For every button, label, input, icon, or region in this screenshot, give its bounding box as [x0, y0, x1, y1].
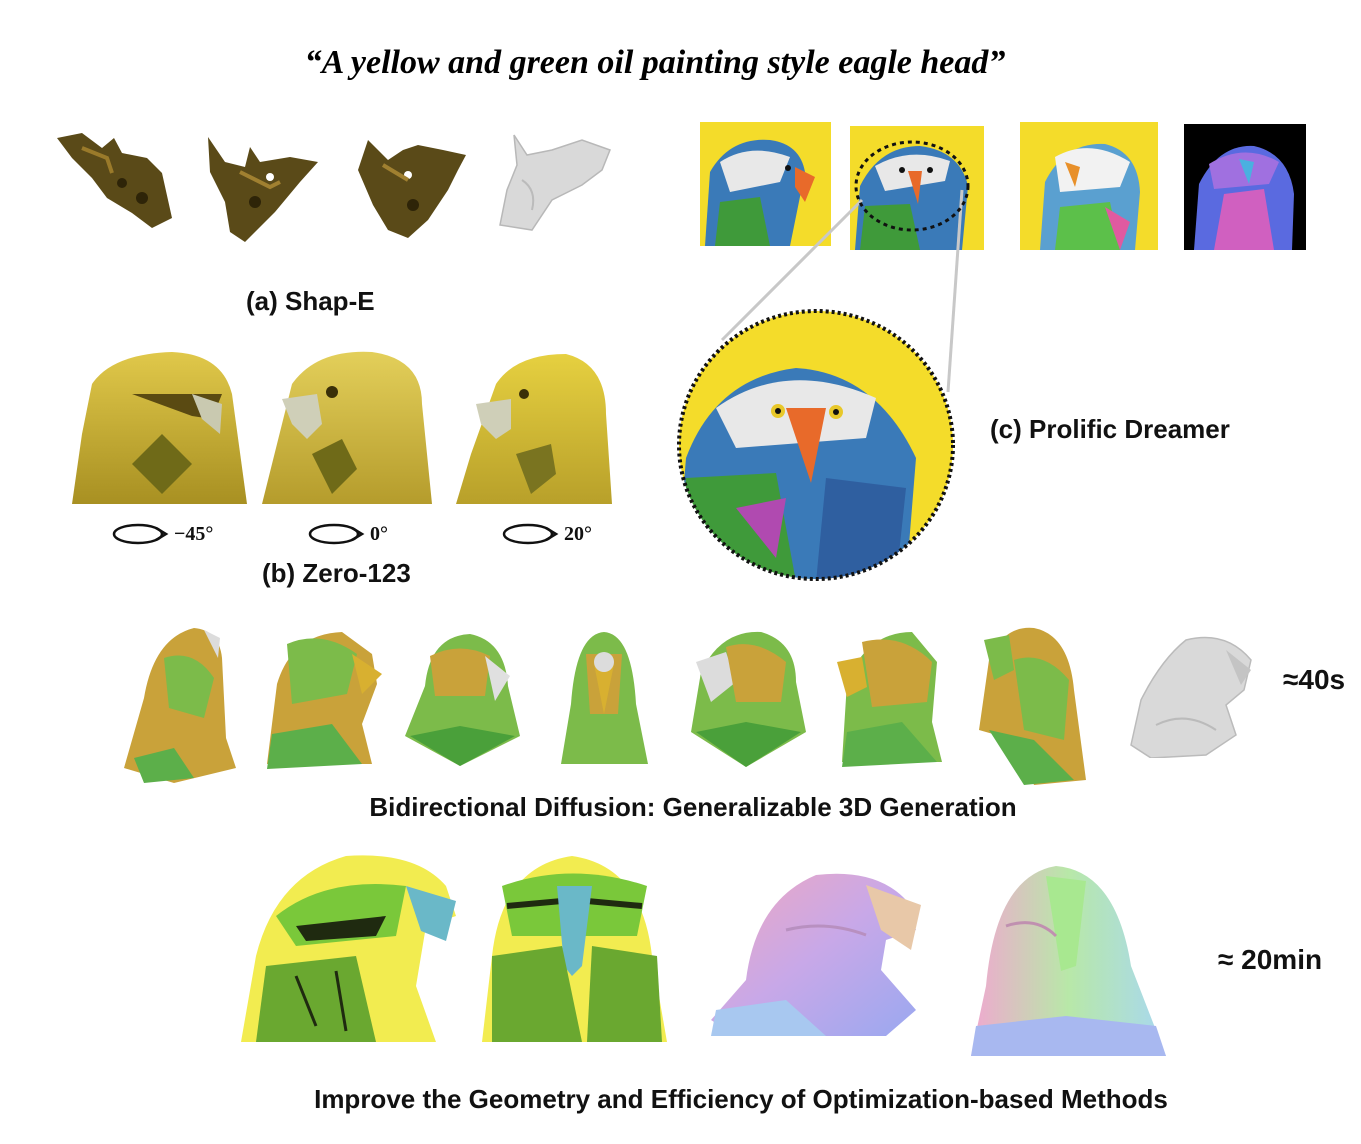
- angle-label: −45°: [174, 522, 214, 545]
- rotation-arrow-icon: [112, 523, 169, 545]
- time-bidirectional: ≈40s: [1283, 664, 1346, 695]
- caption-prolific-dreamer: (c) Prolific Dreamer: [990, 414, 1230, 444]
- zero123-view-2: [262, 344, 432, 504]
- shap-e-render-2: [200, 132, 325, 247]
- zero123-view-1: [72, 344, 248, 504]
- prompt-title: “A yellow and green oil painting style e…: [304, 44, 1006, 81]
- bidiff-view-2: [262, 624, 386, 774]
- caption-bidirectional: Bidirectional Diffusion: Generalizable 3…: [369, 792, 1017, 822]
- bidiff-view-5: [686, 622, 810, 772]
- zero123-view-3: [456, 344, 612, 504]
- angle-indicator-2: 0°: [306, 520, 388, 548]
- bidiff-view-7: [974, 620, 1090, 790]
- angle-indicator-1: −45°: [110, 520, 213, 548]
- opt-render-2: [472, 846, 676, 1042]
- rotation-arrow-icon: [502, 523, 559, 545]
- bidiff-view-3: [400, 626, 524, 768]
- rotation-arrow-icon: [308, 523, 365, 545]
- bidiff-view-1: [114, 618, 240, 788]
- opt-normal-2: [966, 856, 1172, 1062]
- bidiff-view-6: [832, 622, 944, 772]
- prolific-normal-map: [1184, 124, 1306, 250]
- bidiff-mesh: [1126, 630, 1258, 758]
- prolific-view-1: [700, 122, 831, 246]
- prolific-zoom-circle: [676, 308, 956, 582]
- time-optimization: ≈ 20min: [1218, 944, 1323, 975]
- shap-e-mesh: [492, 130, 617, 238]
- angle-label: 0°: [370, 522, 388, 545]
- zoom-connector: [720, 140, 970, 393]
- caption-optimization: Improve the Geometry and Efficiency of O…: [314, 1084, 1168, 1114]
- prolific-view-2: [850, 126, 984, 250]
- angle-indicator-3: 20°: [500, 520, 592, 548]
- shap-e-render-1: [52, 128, 182, 238]
- angle-label: 20°: [564, 522, 592, 545]
- shap-e-render-3: [348, 130, 478, 242]
- caption-shap-e: (a) Shap-E: [246, 286, 375, 316]
- bidiff-view-4: [556, 624, 652, 774]
- opt-render-1: [236, 846, 460, 1042]
- opt-normal-1: [706, 860, 926, 1036]
- caption-zero123: (b) Zero-123: [262, 558, 411, 588]
- prolific-view-3: [1020, 122, 1158, 250]
